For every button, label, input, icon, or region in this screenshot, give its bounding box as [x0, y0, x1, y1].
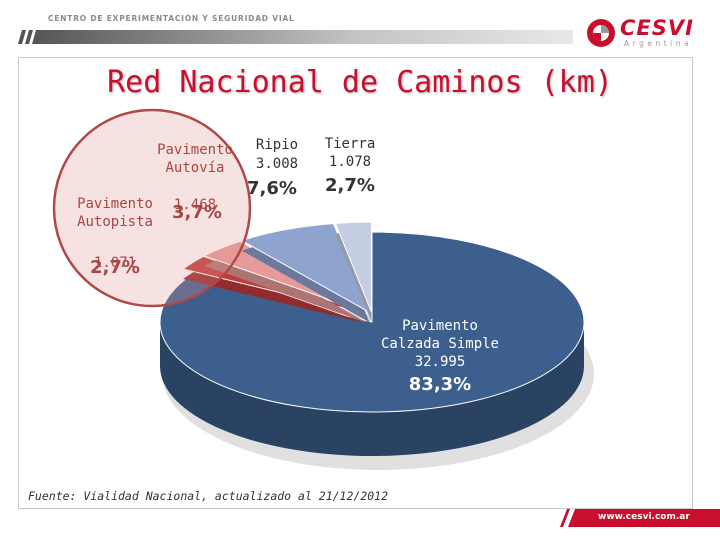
org-name-text: CENTRO DE EXPERIMENTACIÓN Y SEGURIDAD VI…	[48, 14, 295, 23]
slice-label-line: Autovía	[165, 160, 224, 176]
slice-label-line: Pavimento	[157, 142, 233, 158]
content-frame	[18, 57, 693, 509]
slice-label-3: Ripio 3.008 7,6%	[247, 137, 298, 199]
slice-label-line: Autopista	[77, 214, 153, 230]
pie-slice-3	[240, 223, 371, 314]
slice-value: 3.008	[256, 156, 298, 172]
slice-percent: 3,7%	[172, 202, 222, 223]
slice-value: 32.995	[415, 354, 466, 370]
chart-title: Red Nacional de Caminos (km)	[107, 65, 613, 100]
pie-slices	[159, 221, 594, 470]
footer-url: www.cesvi.com.ar	[598, 512, 690, 522]
pie-slice-4	[334, 221, 372, 313]
slice-label-line: Ripio	[256, 137, 298, 153]
logo-subtitle: Argentina	[624, 39, 693, 48]
slice-label-0: Pavimento Calzada Simple 32.995 83,3%	[381, 318, 499, 395]
pie-slice-0	[159, 231, 585, 413]
slice-value: 1.468	[174, 197, 216, 213]
slice-percent: 7,6%	[247, 178, 297, 199]
pie-side-main	[160, 322, 584, 456]
cesvi-logo-icon	[587, 19, 615, 47]
slice-label-line: Tierra	[325, 136, 376, 152]
logo-word: CESVI	[620, 16, 694, 40]
slice-percent: 83,3%	[409, 374, 471, 395]
slice-percent: 2,7%	[325, 175, 375, 196]
slice-value: 1.078	[329, 154, 371, 170]
slice-label-line: Pavimento	[77, 196, 153, 212]
slice-label-line: Calzada Simple	[381, 336, 499, 352]
highlight-circle	[52, 108, 252, 308]
slice-label-line: Pavimento	[402, 318, 478, 334]
slice-percent: 2,7%	[90, 257, 140, 278]
header-stripe	[18, 30, 573, 44]
pie-slice-edge-1	[183, 266, 368, 324]
source-note: Fuente: Vialidad Nacional, actualizado a…	[28, 489, 389, 503]
slice-value: 1.071	[94, 255, 136, 271]
slice-label-4: Tierra 1.078 2,7%	[325, 136, 376, 196]
